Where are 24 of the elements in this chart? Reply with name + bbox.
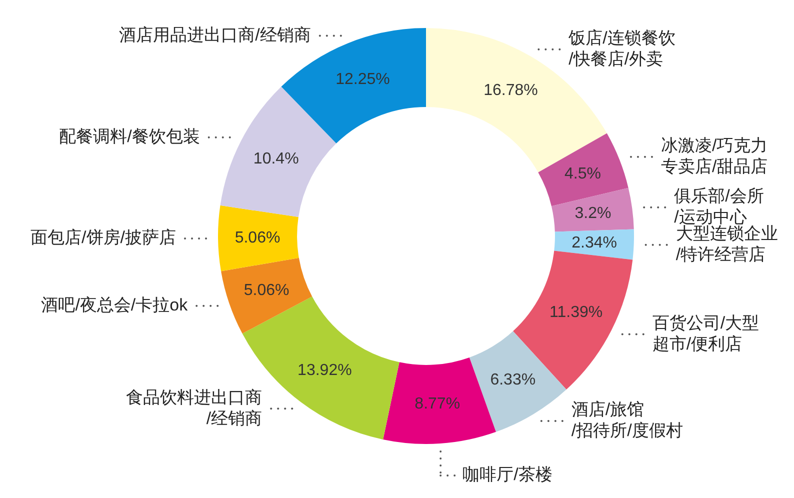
slice-label: 冰激凌/巧克力专卖店/甜品店 (660, 136, 768, 176)
data-label: 10.4% (253, 150, 299, 168)
slice-label: 配餐调料/餐饮包装 (59, 127, 200, 146)
data-label: 16.78% (484, 82, 538, 99)
data-label: 11.39% (550, 304, 603, 322)
data-label: 8.77% (414, 396, 460, 412)
data-label: 4.5% (564, 166, 601, 183)
slice-label: 饭店/连锁餐饮 /快餐店/外卖 (568, 28, 676, 69)
slice-label: 酒店用品进出口商/经销商 (119, 25, 311, 44)
data-label: 5.06% (244, 282, 290, 299)
data-label: 12.25% (336, 71, 390, 88)
slice-label: 面包店/饼房/披萨店 (30, 228, 176, 248)
slice-label: 咖啡厅/茶楼 (462, 465, 552, 484)
slice-label: 酒吧/夜总会/卡拉ok (41, 296, 188, 315)
data-label: 13.92% (298, 362, 352, 380)
data-label: 6.33% (490, 372, 536, 389)
data-label: 5.06% (234, 229, 280, 246)
data-label: 3.2% (574, 205, 612, 222)
slice-label: 俱乐部/会所 /运动中心 (674, 186, 764, 226)
slice-label: 百货公司/大型超市/便利店 (652, 313, 760, 354)
slice-label: 酒店/旅馆 /招待所/度假村 (571, 400, 683, 440)
slice-label: 大型连锁企业 /特许经营店 (676, 224, 778, 264)
slice-label: 食品饮料进出口商 /经销商 (126, 388, 262, 428)
data-label: 2.34% (572, 234, 618, 252)
